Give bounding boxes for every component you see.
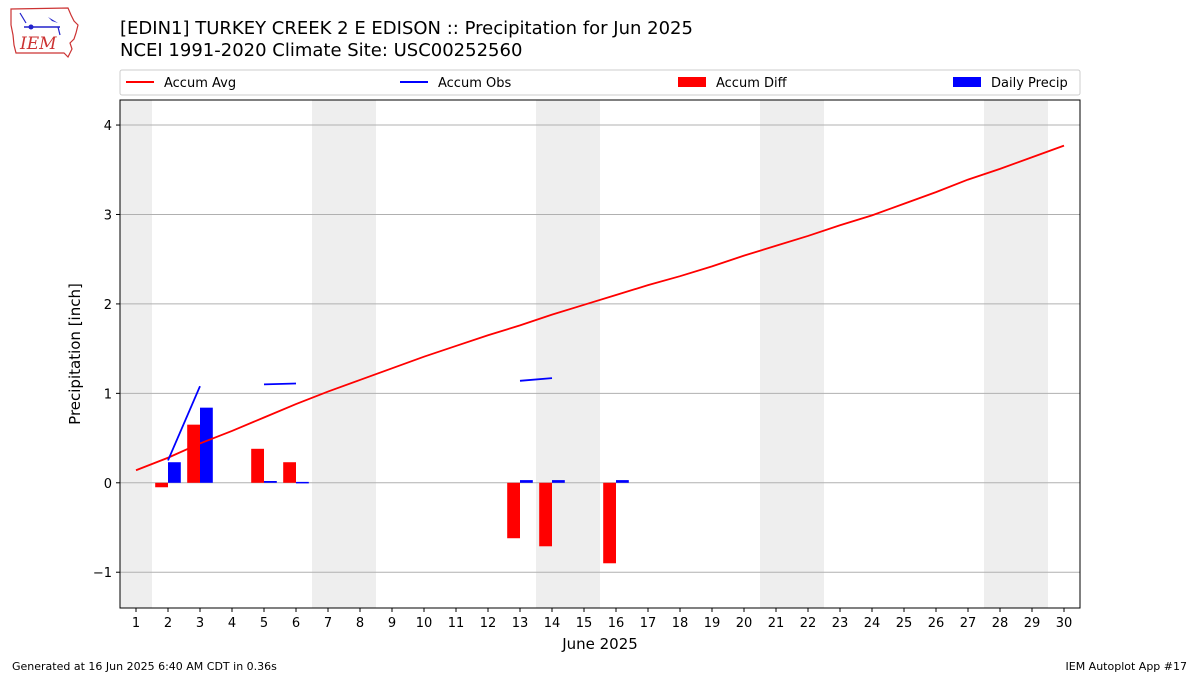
x-tick-label: 21 [768, 616, 785, 631]
accum-avg-line [135, 144, 1065, 472]
y-tick-label: 2 [104, 298, 112, 313]
accum-diff-bar [603, 482, 616, 564]
weekend-shade-band [120, 100, 152, 608]
daily-precip-bar [552, 480, 565, 483]
x-tick-label: 18 [672, 616, 689, 631]
x-tick-label: 10 [416, 616, 433, 631]
bars [155, 407, 629, 564]
legend-swatch-bar [678, 77, 706, 87]
weekend-shading [120, 100, 1048, 608]
y-tick-label: 1 [104, 387, 112, 402]
legend-label: Accum Diff [716, 76, 788, 91]
weekend-shade-band [344, 100, 376, 608]
legend-swatch-bar [953, 77, 981, 87]
legend-label: Accum Obs [438, 76, 511, 91]
x-tick-label: 6 [292, 616, 300, 631]
accum-diff-bar [539, 482, 552, 547]
chart-title: [EDIN1] TURKEY CREEK 2 E EDISON :: Preci… [120, 18, 693, 39]
daily-precip-bar [168, 462, 181, 483]
weekend-shade-band [760, 100, 792, 608]
x-tick-label: 3 [196, 616, 204, 631]
x-tick-label: 2 [164, 616, 172, 631]
accum-obs-line [263, 382, 297, 386]
x-tick-label: 7 [324, 616, 332, 631]
accum-obs-line [167, 385, 201, 461]
legend: Accum Avg Accum Obs Accum Diff Daily Precip [119, 69, 1081, 96]
accum-diff-bar [507, 482, 520, 539]
accum-diff-bar [251, 448, 264, 483]
daily-precip-bar [616, 480, 629, 483]
y-tick-label: 0 [104, 477, 112, 492]
x-tick-label: 9 [388, 616, 396, 631]
accum-obs-line [519, 377, 553, 382]
generated-note: Generated at 16 Jun 2025 6:40 AM CDT in … [12, 660, 277, 673]
iem-iowa-logo-icon: IEM [10, 7, 79, 59]
weekend-shade-band [568, 100, 600, 608]
weekend-shade-band [792, 100, 824, 608]
plot-frame [119, 99, 1081, 609]
y-axis-label: Precipitation [inch] [66, 283, 84, 425]
x-tick-label: 4 [228, 616, 236, 631]
x-tick-label: 19 [704, 616, 721, 631]
x-tick-label: 24 [864, 616, 881, 631]
x-tick-label: 14 [544, 616, 561, 631]
daily-precip-bar [296, 481, 309, 484]
x-tick-label: 23 [832, 616, 849, 631]
logo-text: IEM [19, 34, 57, 54]
lines [135, 144, 1065, 472]
accum-diff-bar [155, 482, 168, 488]
x-tick-label: 27 [960, 616, 977, 631]
accum-diff-bar [187, 424, 200, 483]
x-tick-label: 13 [512, 616, 529, 631]
daily-precip-bar [520, 480, 533, 483]
x-tick-label: 26 [928, 616, 945, 631]
daily-precip-bar [200, 407, 213, 483]
y-tick-label: −1 [93, 566, 112, 581]
x-tick-label: 25 [896, 616, 913, 631]
legend-label: Accum Avg [164, 76, 236, 91]
x-tick-label: 16 [608, 616, 625, 631]
x-tick-label: 30 [1056, 616, 1073, 631]
weekend-shade-band [984, 100, 1016, 608]
x-tick-label: 28 [992, 616, 1009, 631]
iem-logo: IEM [8, 5, 82, 63]
legend-label: Daily Precip [991, 76, 1068, 91]
x-tick-label: 12 [480, 616, 497, 631]
x-tick-label: 22 [800, 616, 817, 631]
weekend-shade-band [312, 100, 344, 608]
x-tick-label: 20 [736, 616, 753, 631]
x-tick-label: 11 [448, 616, 465, 631]
app-label: IEM Autoplot App #17 [1065, 660, 1188, 673]
daily-precip-bar [264, 481, 277, 483]
y-tick-label: 4 [104, 119, 112, 134]
x-axis-label: June 2025 [561, 635, 638, 653]
legend-box [119, 69, 1081, 96]
weekend-shade-band [1016, 100, 1048, 608]
grid-lines [120, 124, 1080, 573]
x-tick-label: 5 [260, 616, 268, 631]
accum-diff-bar [283, 462, 296, 483]
x-tick-label: 1 [132, 616, 140, 631]
y-tick-label: 3 [104, 208, 112, 223]
x-tick-label: 29 [1024, 616, 1041, 631]
x-tick-label: 17 [640, 616, 657, 631]
chart-subtitle: NCEI 1991-2020 Climate Site: USC00252560 [120, 40, 523, 61]
x-tick-label: 15 [576, 616, 593, 631]
x-tick-label: 8 [356, 616, 364, 631]
